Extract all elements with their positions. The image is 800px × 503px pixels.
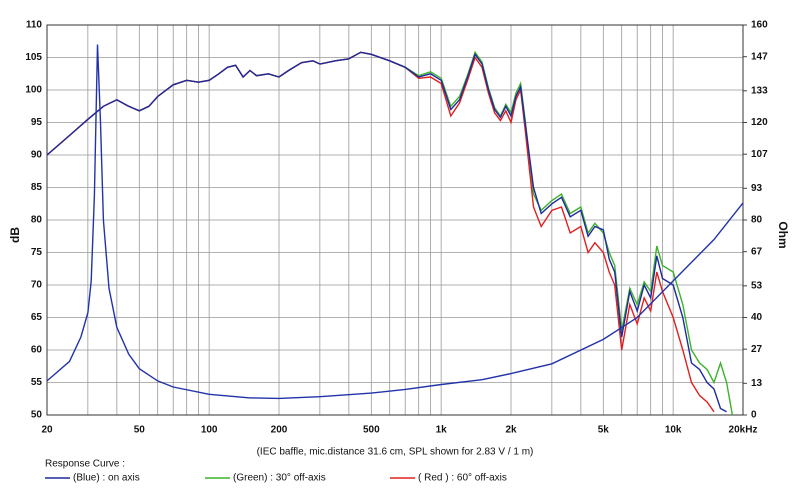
y2-tick-label: 80 xyxy=(751,215,763,226)
y2-tick-label: 160 xyxy=(751,20,768,31)
y-tick-label: 100 xyxy=(25,85,42,96)
x-tick-label: 2k xyxy=(505,425,517,436)
y2-tick-label: 67 xyxy=(751,246,763,257)
plot-frame xyxy=(46,24,744,416)
x-tick-label: 20kHz xyxy=(729,425,758,436)
x-tick-label: 20 xyxy=(41,425,53,436)
series-line xyxy=(46,51,715,413)
legend-label: (Green) : 30° off-axis xyxy=(233,473,326,484)
legend-label: (Blue) : on axis xyxy=(73,473,140,484)
y-tick-label: 110 xyxy=(26,20,43,31)
legend-label: ( Red ) : 60° off-axis xyxy=(418,473,507,484)
y-tick-label: 85 xyxy=(31,182,43,193)
series-line xyxy=(46,51,727,413)
y2-tick-label: 40 xyxy=(751,312,763,323)
x-tick-label: 500 xyxy=(363,425,380,436)
y-tick-label: 75 xyxy=(31,247,43,258)
y2-tick-label: 147 xyxy=(751,51,768,62)
y-tick-label: 80 xyxy=(31,215,43,226)
series-line xyxy=(46,44,744,400)
y-tick-label: 105 xyxy=(25,52,42,63)
x-axis-label: (IEC baffle, mic.distance 31.6 cm, SPL s… xyxy=(257,447,534,458)
y-tick-label: 55 xyxy=(31,377,43,388)
y-tick-label: 70 xyxy=(31,280,43,291)
y-tick-label: 90 xyxy=(31,150,43,161)
x-tick-label: 200 xyxy=(271,425,288,436)
y-tick-label: 50 xyxy=(31,410,43,421)
y-axis-label: dB xyxy=(8,227,22,243)
y2-tick-label: 53 xyxy=(751,280,763,291)
y2-tick-label: 133 xyxy=(751,85,768,96)
x-tick-label: 10k xyxy=(665,425,682,436)
y-tick-label: 60 xyxy=(31,345,43,356)
y2-tick-label: 27 xyxy=(751,344,763,355)
y2-tick-label: 93 xyxy=(751,183,763,194)
y2-tick-label: 13 xyxy=(751,378,763,389)
x-tick-label: 100 xyxy=(201,425,218,436)
y2-axis-label: Ohm xyxy=(776,221,790,248)
x-tick-label: 50 xyxy=(134,425,146,436)
y2-tick-label: 107 xyxy=(751,149,768,160)
x-tick-label: 1k xyxy=(436,425,448,436)
y-tick-label: 65 xyxy=(31,312,43,323)
y2-tick-label: 120 xyxy=(751,117,768,128)
x-tick-label: 5k xyxy=(598,425,610,436)
y2-tick-label: 0 xyxy=(751,410,757,421)
y-tick-label: 95 xyxy=(31,117,43,128)
legend-title: Response Curve : xyxy=(45,459,125,470)
